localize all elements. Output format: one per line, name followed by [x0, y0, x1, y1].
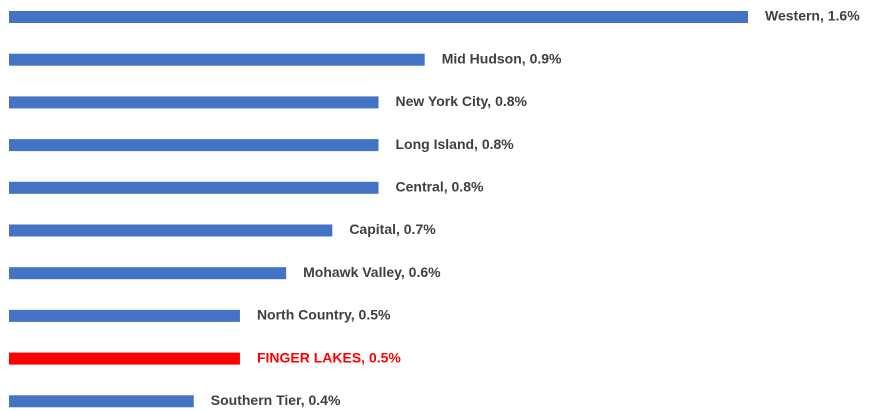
bar — [9, 11, 748, 23]
bar — [9, 224, 333, 237]
bar — [9, 395, 194, 408]
bar-label: New York City, 0.8% — [396, 93, 528, 109]
bar-label: FINGER LAKES, 0.5% — [257, 349, 401, 365]
bar-label: Southern Tier, 0.4% — [211, 392, 341, 408]
bar-label: Mohawk Valley, 0.6% — [303, 264, 441, 280]
bar — [9, 309, 240, 322]
bar — [9, 267, 287, 280]
bar — [9, 96, 379, 109]
bar-label: Western, 1.6% — [765, 8, 860, 24]
bar-label: Mid Hudson, 0.9% — [442, 50, 562, 66]
bar — [9, 181, 379, 194]
bar — [9, 53, 425, 66]
bar-label: North Country, 0.5% — [257, 307, 391, 323]
bar-label: Capital, 0.7% — [349, 221, 436, 237]
bar — [9, 352, 240, 365]
bar-label: Long Island, 0.8% — [396, 136, 515, 152]
bar — [9, 139, 379, 152]
bar-label: Central, 0.8% — [396, 179, 484, 195]
